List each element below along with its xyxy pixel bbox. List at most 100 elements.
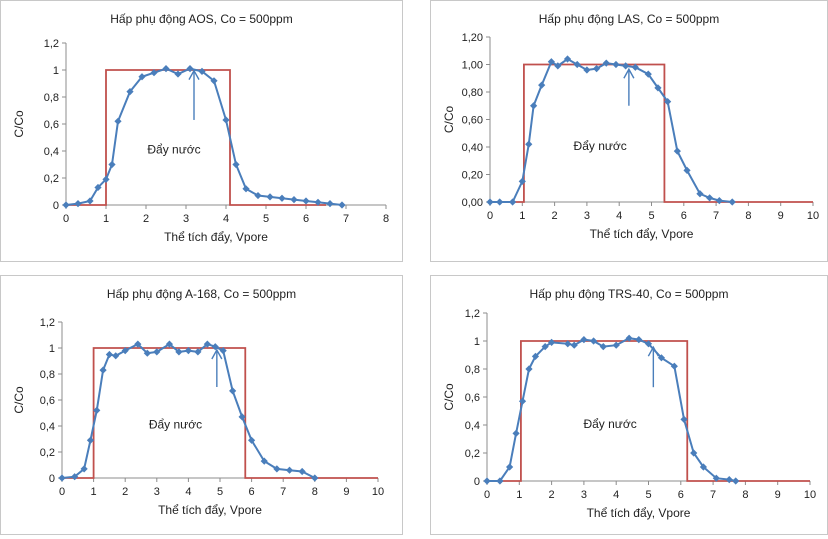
- data-point: [509, 198, 517, 206]
- data-point: [298, 467, 306, 476]
- data-point: [210, 77, 218, 85]
- x-tick-label: 8: [312, 486, 318, 498]
- data-point: [525, 140, 533, 148]
- data-point: [706, 194, 714, 202]
- data-point: [625, 334, 633, 342]
- y-axis-title: C/Co: [442, 383, 456, 411]
- x-tick-label: 6: [681, 210, 687, 222]
- y-tick-label: 0,20: [462, 170, 483, 182]
- y-tick-label: 1,2: [44, 38, 59, 50]
- data-point: [518, 397, 527, 405]
- x-tick-label: 10: [807, 210, 819, 222]
- y-tick-label: 0,2: [465, 448, 480, 460]
- data-point: [314, 198, 322, 206]
- x-tick-label: 1: [516, 489, 522, 501]
- x-axis-title: Thể tích đẩy, Vpore: [164, 230, 268, 244]
- x-tick-label: 4: [185, 486, 191, 498]
- x-tick-label: 4: [616, 210, 622, 222]
- x-tick-label: 0: [487, 210, 493, 222]
- data-point: [108, 160, 116, 169]
- x-tick-label: 2: [122, 486, 128, 498]
- data-point: [290, 196, 298, 204]
- x-tick-label: 5: [648, 210, 654, 222]
- data-point: [512, 429, 520, 437]
- data-point: [712, 474, 720, 482]
- series-step-line: [490, 63, 813, 203]
- y-tick-label: 0,6: [40, 395, 55, 407]
- x-axis-title: Thể tích đẩy, Vpore: [590, 227, 694, 241]
- chart-title: Hấp phụ động TRS-40, Co = 500ppm: [530, 287, 729, 301]
- x-tick-label: 7: [343, 213, 349, 225]
- y-tick-label: 0,2: [44, 173, 59, 185]
- data-point: [102, 175, 110, 183]
- series-data-line: [61, 342, 316, 479]
- data-point: [564, 340, 572, 348]
- data-point: [86, 197, 94, 205]
- y-tick-label: 0: [49, 473, 55, 485]
- y-tick-label: 0,8: [465, 364, 480, 376]
- y-tick-label: 1: [53, 65, 59, 77]
- y-tick-label: 0,80: [462, 87, 483, 99]
- y-tick-label: 0,4: [40, 421, 55, 433]
- data-point: [254, 191, 262, 200]
- y-axis-title: C/Co: [442, 106, 456, 134]
- data-point: [664, 98, 672, 106]
- data-point: [229, 387, 237, 395]
- data-point: [631, 63, 639, 71]
- y-tick-label: 0,6: [44, 119, 59, 131]
- data-point: [690, 449, 698, 457]
- chart-title: Hấp phụ động A-168, Co = 500ppm: [107, 287, 296, 301]
- data-point: [285, 466, 294, 474]
- chart-title: Hấp phụ động AOS, Co = 500ppm: [110, 12, 292, 26]
- x-tick-label: 5: [645, 489, 651, 501]
- data-point: [518, 177, 526, 185]
- x-tick-label: 4: [223, 213, 229, 225]
- data-point: [530, 102, 538, 110]
- y-tick-label: 0,4: [465, 420, 480, 432]
- data-point: [138, 73, 146, 81]
- data-point: [186, 65, 194, 73]
- data-point: [592, 65, 601, 73]
- x-axis-title: Thể tích đẩy, Vpore: [158, 503, 262, 517]
- y-tick-label: 0,8: [44, 92, 59, 104]
- chart-aos: Hấp phụ động AOS, Co = 500ppm 0 0,2 0,4 0,6 0…: [12, 12, 389, 244]
- data-point: [86, 436, 95, 444]
- x-tick-label: 4: [613, 489, 619, 501]
- data-point: [506, 463, 514, 471]
- data-point: [696, 190, 704, 198]
- x-tick-label: 9: [343, 486, 349, 498]
- data-point: [162, 65, 170, 73]
- arrow-head: [188, 69, 200, 80]
- x-tick-label: 0: [484, 489, 490, 501]
- x-tick-label: 10: [804, 489, 816, 501]
- data-point: [612, 341, 620, 349]
- data-point: [311, 474, 319, 482]
- data-point: [248, 436, 256, 444]
- data-point: [589, 337, 598, 345]
- arrow-head: [623, 67, 635, 79]
- data-point: [174, 70, 182, 78]
- y-tick-label: 0,00: [462, 197, 483, 209]
- data-point: [198, 67, 206, 75]
- data-point: [538, 81, 546, 89]
- y-axis-title: C/Co: [12, 386, 26, 414]
- chart-panel-a168: Hấp phụ động A-168, Co = 500ppm 0 0,2 0,4 0,…: [0, 275, 403, 535]
- data-point: [622, 62, 630, 70]
- x-tick-label: 10: [372, 486, 384, 498]
- data-point: [278, 194, 286, 202]
- x-tick-label: 2: [549, 489, 555, 501]
- x-tick-label: 1: [519, 210, 525, 222]
- y-tick-label: 1,20: [462, 32, 483, 44]
- data-point: [732, 477, 740, 485]
- data-point: [74, 200, 82, 208]
- data-point: [486, 198, 494, 206]
- data-point: [496, 477, 504, 485]
- x-tick-label: 3: [154, 486, 160, 498]
- y-tick-label: 0,2: [40, 447, 55, 459]
- annotation-label: Đẩy nước: [147, 143, 200, 157]
- data-point: [644, 340, 653, 348]
- series-step-line: [62, 347, 378, 479]
- data-point: [94, 183, 102, 192]
- data-point: [483, 477, 491, 485]
- data-point: [326, 200, 334, 208]
